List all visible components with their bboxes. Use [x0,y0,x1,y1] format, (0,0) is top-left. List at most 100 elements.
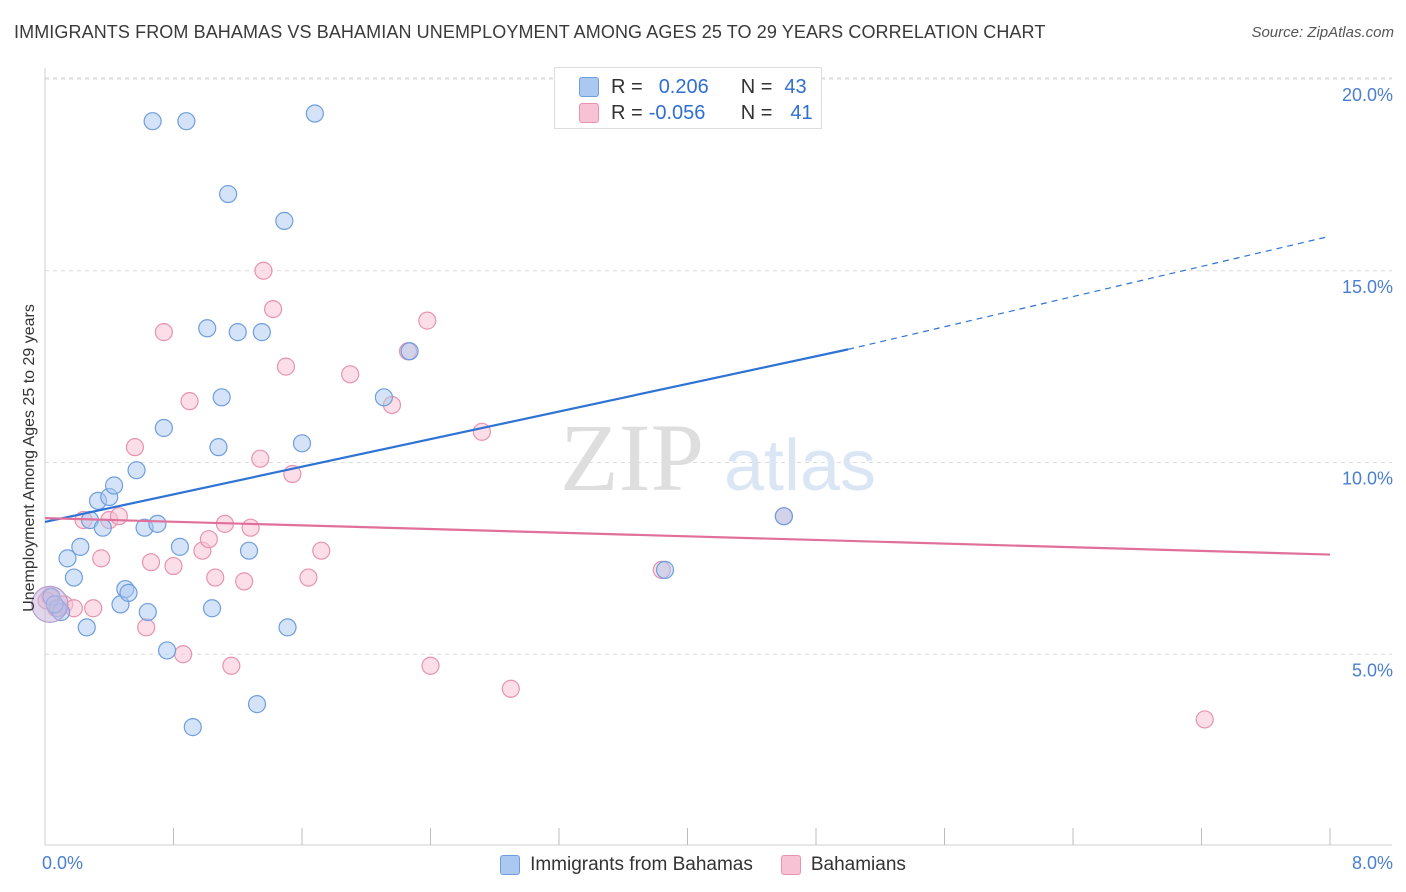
series-immigrants-points [31,104,793,737]
bahamians-point [421,656,440,675]
trend-lines [44,235,1331,556]
immigrants-point [177,112,196,131]
immigrants-point [212,388,231,407]
immigrants-point [774,507,793,526]
legend-item-label: Immigrants from Bahamas [530,854,753,875]
y-tick-label: 10.0% [1342,469,1393,489]
legend-n-label: N = [740,101,773,124]
bahamians-point [312,541,331,560]
series-legend: Immigrants from Bahamas Bahamians [0,852,1406,878]
bahamians-point [263,300,283,319]
immigrants-point [93,518,112,537]
immigrants-point [198,319,217,338]
bahamians-point [299,568,318,587]
immigrants-point [202,599,222,618]
immigrants-point [104,476,124,495]
immigrants-point [247,695,267,714]
immigrants-point [183,718,202,737]
bahamians-point [137,618,156,637]
cluster-point [31,585,69,623]
y-tick-label: 20.0% [1342,85,1393,105]
chart-title: IMMIGRANTS FROM BAHAMAS VS BAHAMIAN UNEM… [14,22,1046,42]
legend-n-label: N = [740,75,773,98]
legend-r-value: 0.206 [658,75,709,98]
bahamians-point [501,679,520,698]
x-tick-label: 0.0% [42,853,83,873]
bahamians-point [109,507,128,526]
bahamians-point [174,645,193,664]
immigrants-point [170,537,190,556]
immigrants-point [148,514,167,533]
immigrants-point [143,112,162,131]
bahamians-point [222,656,241,675]
watermark-zip: ZIP [560,404,704,511]
legend-item-label: Bahamians [810,854,906,875]
immigrants-point [138,602,157,622]
bahamians-point [206,568,225,587]
bahamians-point [141,553,161,572]
immigrants-point [239,541,259,560]
immigrants-point [655,560,675,579]
legend-swatch-blue [500,855,521,875]
immigrants-point [77,618,96,637]
bahamians-point [251,449,270,468]
immigrants-point [278,618,297,637]
legend-item-immigrants[interactable]: Immigrants from Bahamas [500,854,753,876]
immigrants-point [209,438,228,457]
immigrants-trend-extension [847,235,1331,350]
y-axis-label: Unemployment Among Ages 25 to 29 years [21,304,38,612]
y-tick-labels: 5.0% 10.0% 15.0% 20.0% [1342,85,1393,680]
immigrants-point [119,583,138,602]
legend-swatch-blue [579,77,599,97]
immigrants-trend-line [44,348,849,524]
immigrants-point [154,418,173,438]
x-tick-labels: 0.0% 8.0% [42,853,1393,873]
immigrants-point [374,388,394,407]
immigrants-point [71,537,90,556]
legend-row-immigrants: R = 0.206 N = 43 [579,75,807,99]
legend-r-label: R = [611,75,643,98]
legend-r-value: -0.056 [648,101,706,124]
legend-n-value: 43 [784,75,807,98]
immigrants-point [252,323,271,342]
bahamians-point [418,311,437,330]
immigrants-point [305,104,324,123]
immigrants-point [400,342,419,361]
bahamians-point [276,357,296,376]
bahamians-point [241,518,260,537]
bahamians-point [125,438,145,457]
correlation-legend: R = 0.206 N = 43 R = -0.056 N = 41 [554,67,822,129]
bahamians-point [235,572,254,591]
bahamians-point [164,556,183,576]
bahamians-point [154,323,173,342]
legend-row-bahamians: R = -0.056 N = 41 [579,101,813,125]
bahamians-point [199,530,218,549]
bahamians-point [180,392,199,411]
axes [44,68,1392,846]
chart-source: Source: ZipAtlas.com [1251,24,1394,41]
y-tick-label: 5.0% [1352,660,1393,680]
legend-swatch-pink [780,855,801,875]
legend-r-label: R = [611,101,643,124]
bahamians-point [84,599,103,618]
x-tick-label: 8.0% [1352,853,1393,873]
legend-swatch-pink [579,103,599,123]
immigrants-point [58,549,77,568]
immigrants-point [275,211,294,230]
immigrants-point [219,184,238,204]
grid-lines [45,77,1392,655]
bahamians-trend-line [44,517,1331,556]
immigrants-point [292,434,312,453]
legend-n-value: 41 [790,101,813,124]
immigrants-point [228,323,247,342]
immigrants-point [64,568,84,587]
bahamians-point [92,549,111,568]
watermark: ZIP atlas [560,404,876,511]
bahamians-point [254,261,273,280]
immigrants-point [157,641,177,660]
watermark-atlas: atlas [724,426,876,506]
legend-item-bahamians[interactable]: Bahamians [780,854,906,876]
immigrants-point [127,461,146,480]
y-tick-label: 15.0% [1342,277,1393,297]
